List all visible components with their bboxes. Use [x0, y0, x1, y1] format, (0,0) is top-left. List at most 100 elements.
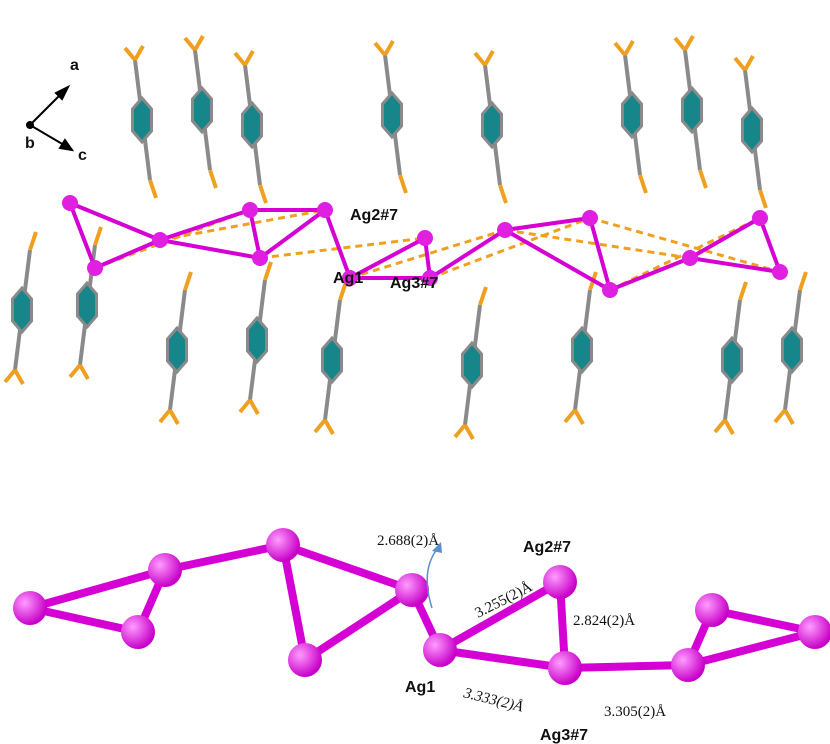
ag-atom — [152, 232, 168, 248]
ligand-f — [455, 425, 465, 437]
label-ag1-bottom: Ag1 — [405, 679, 435, 696]
ag-atom — [266, 528, 300, 562]
ligand-f — [615, 43, 625, 55]
ag-bond — [283, 545, 305, 660]
ag-atom — [395, 573, 429, 607]
distance-4: 3.333(2)Å — [461, 685, 525, 716]
ag-bond — [95, 240, 160, 268]
ligand-f — [465, 425, 473, 439]
axis-c: c — [78, 147, 87, 164]
ligand-f — [135, 46, 143, 60]
ligand-o — [210, 170, 216, 188]
ligand-f — [685, 36, 693, 50]
ligand-o — [700, 170, 706, 188]
ag-bond — [760, 218, 780, 272]
ligand-f — [775, 410, 785, 422]
aromatic-ring — [192, 88, 211, 132]
ag-bond — [305, 590, 412, 660]
ligand-f — [80, 365, 88, 379]
aromatic-ring — [572, 328, 591, 372]
ligand-f — [575, 410, 583, 424]
ligand-o — [760, 190, 766, 208]
ligand-f — [375, 43, 385, 55]
ag-bond — [165, 545, 283, 570]
ligand-f — [15, 370, 23, 384]
ligand-o — [95, 227, 101, 245]
ligand-f — [240, 400, 250, 412]
ligand-o — [30, 232, 36, 250]
distance-1: 2.688(2)Å — [377, 533, 439, 549]
ag-atom — [13, 591, 47, 625]
ag-atom — [682, 250, 698, 266]
label-ag2-bottom: Ag2#7 — [523, 539, 571, 556]
ligand-o — [185, 272, 191, 290]
ag-atom — [752, 210, 768, 226]
ag-bond — [610, 258, 690, 290]
ag-atom — [582, 210, 598, 226]
ligand-f — [125, 48, 135, 60]
ag-bond — [690, 218, 760, 258]
ag-atom — [242, 202, 258, 218]
ligand-f — [235, 53, 245, 65]
ag-bond — [160, 240, 260, 258]
ag-bond — [688, 632, 815, 665]
figure: a b c Ag2#7 Ag1 Ag3#7 2.688(2)Å 3.255(2)… — [0, 0, 830, 744]
axis-a: a — [70, 57, 79, 74]
label-ag3-bottom: Ag3#7 — [540, 727, 588, 744]
aromatic-ring — [782, 328, 801, 372]
aromatic-ring — [77, 283, 96, 327]
ag-bond — [440, 582, 560, 650]
ligand-f — [715, 420, 725, 432]
ligand-o — [265, 262, 271, 280]
aromatic-ring — [462, 343, 481, 387]
label-ag3: Ag3#7 — [390, 275, 438, 292]
ligands — [5, 36, 806, 439]
ligand-o — [260, 185, 266, 203]
ligand-o — [500, 185, 506, 203]
aromatic-ring — [382, 93, 401, 137]
aromatic-ring — [682, 88, 701, 132]
ligand-f — [185, 38, 195, 50]
ag-bond — [565, 665, 688, 668]
label-ag1: Ag1 — [333, 270, 363, 287]
ag-bond — [430, 230, 505, 278]
ag-atom — [602, 282, 618, 298]
ligand-f — [625, 41, 633, 55]
ag-bond — [30, 570, 165, 608]
aromatic-ring — [482, 103, 501, 147]
ligand-f — [195, 36, 203, 50]
ligand-f — [245, 51, 253, 65]
ag-atom — [252, 250, 268, 266]
ligand-f — [170, 410, 178, 424]
distance-3: 2.824(2)Å — [573, 613, 635, 629]
ligand-f — [250, 400, 258, 414]
ag-atom — [87, 260, 103, 276]
ag-atom — [62, 195, 78, 211]
ligand-f — [160, 410, 170, 422]
ag-atom — [288, 643, 322, 677]
ligand-f — [325, 420, 333, 434]
ag-atom — [423, 633, 457, 667]
ligand-o — [400, 175, 406, 193]
ligand-o — [740, 282, 746, 300]
ligand-o — [800, 272, 806, 290]
aromatic-ring — [242, 103, 261, 147]
aromatic-ring — [322, 338, 341, 382]
ag-atom — [543, 565, 577, 599]
ag-atom — [317, 202, 333, 218]
ag-atom — [772, 264, 788, 280]
label-ag2: Ag2#7 — [350, 207, 398, 224]
ag-atom — [497, 222, 513, 238]
aromatic-ring — [742, 108, 761, 152]
aromatic-ring — [132, 98, 151, 142]
ag-atom — [548, 651, 582, 685]
axis-b: b — [25, 135, 35, 152]
ag-atom — [417, 230, 433, 246]
ligand-o — [640, 175, 646, 193]
ligand-f — [5, 370, 15, 382]
aromatic-ring — [12, 288, 31, 332]
ligand-f — [385, 41, 393, 55]
bottom-chain — [13, 528, 830, 685]
ag-atom — [671, 648, 705, 682]
ag-atom — [695, 593, 729, 627]
